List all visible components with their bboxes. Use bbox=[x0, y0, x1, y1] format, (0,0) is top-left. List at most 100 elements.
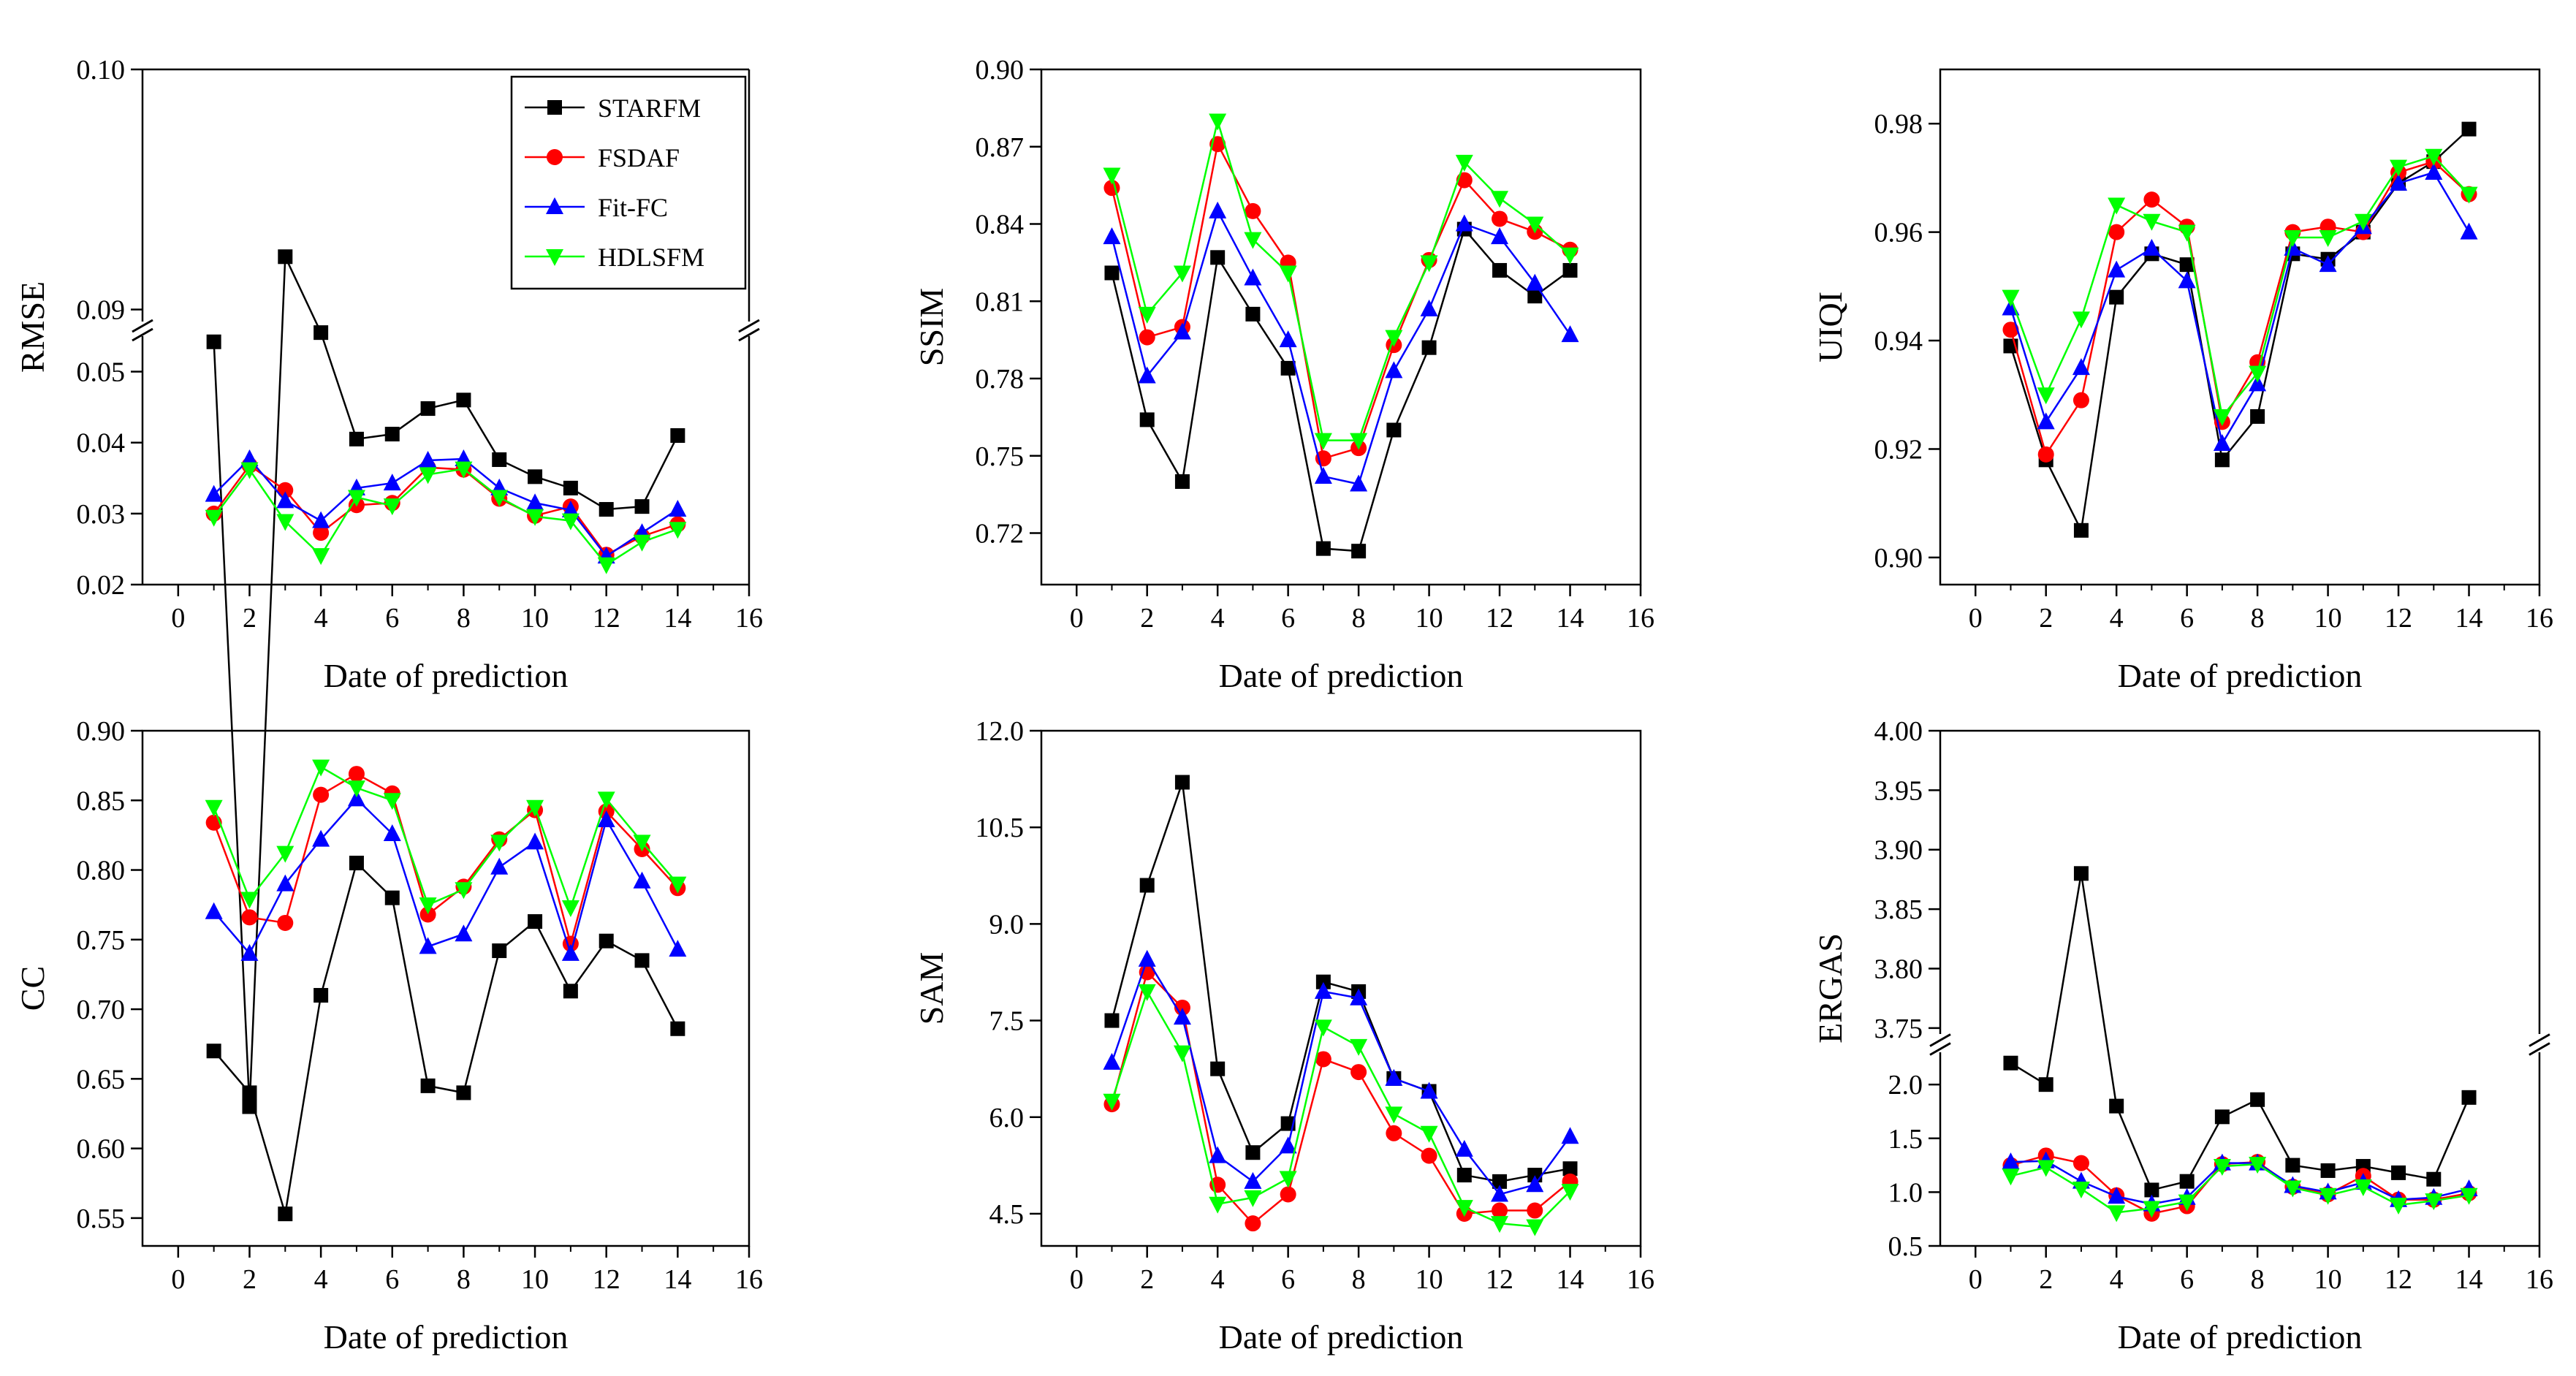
x-tick-label: 4 bbox=[314, 603, 328, 634]
x-tick-label: 2 bbox=[243, 603, 257, 634]
data-point bbox=[2460, 186, 2478, 204]
data-point bbox=[2319, 1187, 2337, 1205]
data-point bbox=[1386, 422, 1402, 438]
data-point bbox=[278, 249, 293, 265]
axis-break-mark bbox=[2528, 1033, 2550, 1047]
data-point bbox=[1561, 325, 1579, 343]
data-point bbox=[1174, 474, 1190, 489]
data-point bbox=[2108, 1187, 2126, 1204]
series-starfm bbox=[206, 856, 685, 1222]
data-point bbox=[490, 857, 509, 875]
x-tick-label: 2 bbox=[1140, 1264, 1154, 1295]
x-tick-label: 10 bbox=[1416, 1264, 1443, 1295]
series-line bbox=[213, 861, 679, 1215]
data-point bbox=[2461, 121, 2477, 137]
data-point bbox=[2144, 1182, 2159, 1198]
data-point bbox=[1209, 1146, 1227, 1163]
axis-frame bbox=[1939, 68, 2541, 586]
series-starfm bbox=[1104, 221, 1578, 559]
x-tick-label: 10 bbox=[1416, 603, 1443, 634]
data-point bbox=[2108, 197, 2126, 215]
data-point bbox=[2284, 1180, 2302, 1198]
data-point bbox=[2425, 1193, 2443, 1211]
data-point bbox=[314, 988, 329, 1003]
y-tick-label: 0.55 bbox=[77, 1204, 126, 1234]
y-tick-label: 0.05 bbox=[77, 357, 126, 388]
chart-panel-ssim: 0 2 4 6 8 10 12 14 16 0.72 0.75 0.78 0.81 0.84 0.87 0.9… bbox=[913, 55, 1654, 694]
data-point bbox=[528, 914, 543, 930]
data-point bbox=[2143, 191, 2160, 208]
data-point bbox=[1279, 1136, 1297, 1154]
series-line bbox=[213, 797, 679, 957]
series-hdlsfm bbox=[1103, 113, 1579, 450]
x-tick-label: 6 bbox=[385, 603, 399, 634]
data-point bbox=[455, 924, 473, 942]
y-tick-label: 1.0 bbox=[1888, 1177, 1923, 1208]
data-point bbox=[2425, 163, 2443, 180]
data-point bbox=[1526, 273, 1544, 291]
data-point bbox=[2073, 866, 2089, 881]
data-point bbox=[1527, 1202, 1543, 1219]
x-tick-label: 8 bbox=[2251, 1264, 2265, 1295]
axis-break-mark bbox=[132, 319, 153, 333]
legend-label: Fit-FC bbox=[598, 193, 668, 222]
data-point bbox=[205, 799, 223, 817]
data-point bbox=[1420, 255, 1438, 273]
data-point bbox=[1386, 1125, 1402, 1141]
data-point bbox=[561, 513, 580, 531]
x-tick-label: 14 bbox=[1557, 603, 1584, 634]
x-axis-title: Date of prediction bbox=[1219, 657, 1464, 694]
data-point bbox=[669, 522, 687, 539]
data-point bbox=[1561, 1184, 1579, 1201]
data-point bbox=[1245, 202, 1261, 219]
data-point bbox=[597, 810, 615, 827]
y-tick-label: 0.90 bbox=[976, 55, 1025, 85]
y-tick-label: 3.90 bbox=[1874, 835, 1923, 866]
data-point bbox=[528, 469, 543, 484]
data-point bbox=[312, 829, 330, 847]
series-fit-fc bbox=[205, 789, 687, 961]
data-point bbox=[383, 793, 401, 810]
data-point bbox=[2178, 1194, 2196, 1212]
data-point bbox=[1385, 330, 1403, 347]
x-tick-label: 0 bbox=[171, 1264, 185, 1295]
data-point bbox=[599, 502, 614, 517]
y-tick-label: 0.72 bbox=[976, 519, 1025, 550]
x-tick-label: 6 bbox=[2180, 603, 2194, 634]
axis-break-mark bbox=[1929, 1042, 1951, 1056]
y-tick-label: 0.85 bbox=[77, 786, 126, 816]
y-tick-label: 0.02 bbox=[77, 570, 126, 601]
axis-frame bbox=[1040, 68, 1642, 586]
axis-break-mark bbox=[2528, 1042, 2550, 1056]
data-point bbox=[2214, 1109, 2230, 1125]
legend-label: FSDAF bbox=[598, 143, 680, 172]
data-point bbox=[634, 499, 650, 514]
data-point bbox=[1526, 1219, 1544, 1236]
x-tick-label: 8 bbox=[2251, 603, 2265, 634]
series-line bbox=[1111, 141, 1571, 460]
data-point bbox=[561, 900, 580, 917]
data-point bbox=[563, 984, 578, 999]
y-tick-label: 0.94 bbox=[1874, 326, 1923, 357]
data-point bbox=[277, 482, 294, 498]
data-point bbox=[456, 392, 471, 408]
data-point bbox=[1420, 299, 1438, 316]
axis-break-mark bbox=[132, 327, 153, 342]
data-point bbox=[2143, 1201, 2161, 1218]
chart-panel-ergas: 0 2 4 6 8 10 12 14 16 3.75 3.80 3.85 3.90 3.95 4.00 0.5… bbox=[1812, 716, 2553, 1356]
data-point bbox=[1350, 988, 1368, 1006]
data-point bbox=[2425, 148, 2443, 166]
x-tick-label: 12 bbox=[1486, 1264, 1513, 1295]
data-point bbox=[2320, 1163, 2336, 1178]
data-point bbox=[347, 490, 365, 507]
data-point bbox=[2109, 1098, 2124, 1114]
x-tick-label: 0 bbox=[1070, 1264, 1084, 1295]
y-tick-label: 0.98 bbox=[1874, 109, 1923, 140]
legend-marker bbox=[547, 100, 562, 115]
data-point bbox=[1210, 250, 1226, 265]
data-point bbox=[240, 943, 259, 961]
axis-break-mark bbox=[738, 327, 760, 342]
data-point bbox=[1456, 1168, 1472, 1183]
data-point bbox=[312, 548, 330, 566]
data-point bbox=[1314, 981, 1332, 999]
